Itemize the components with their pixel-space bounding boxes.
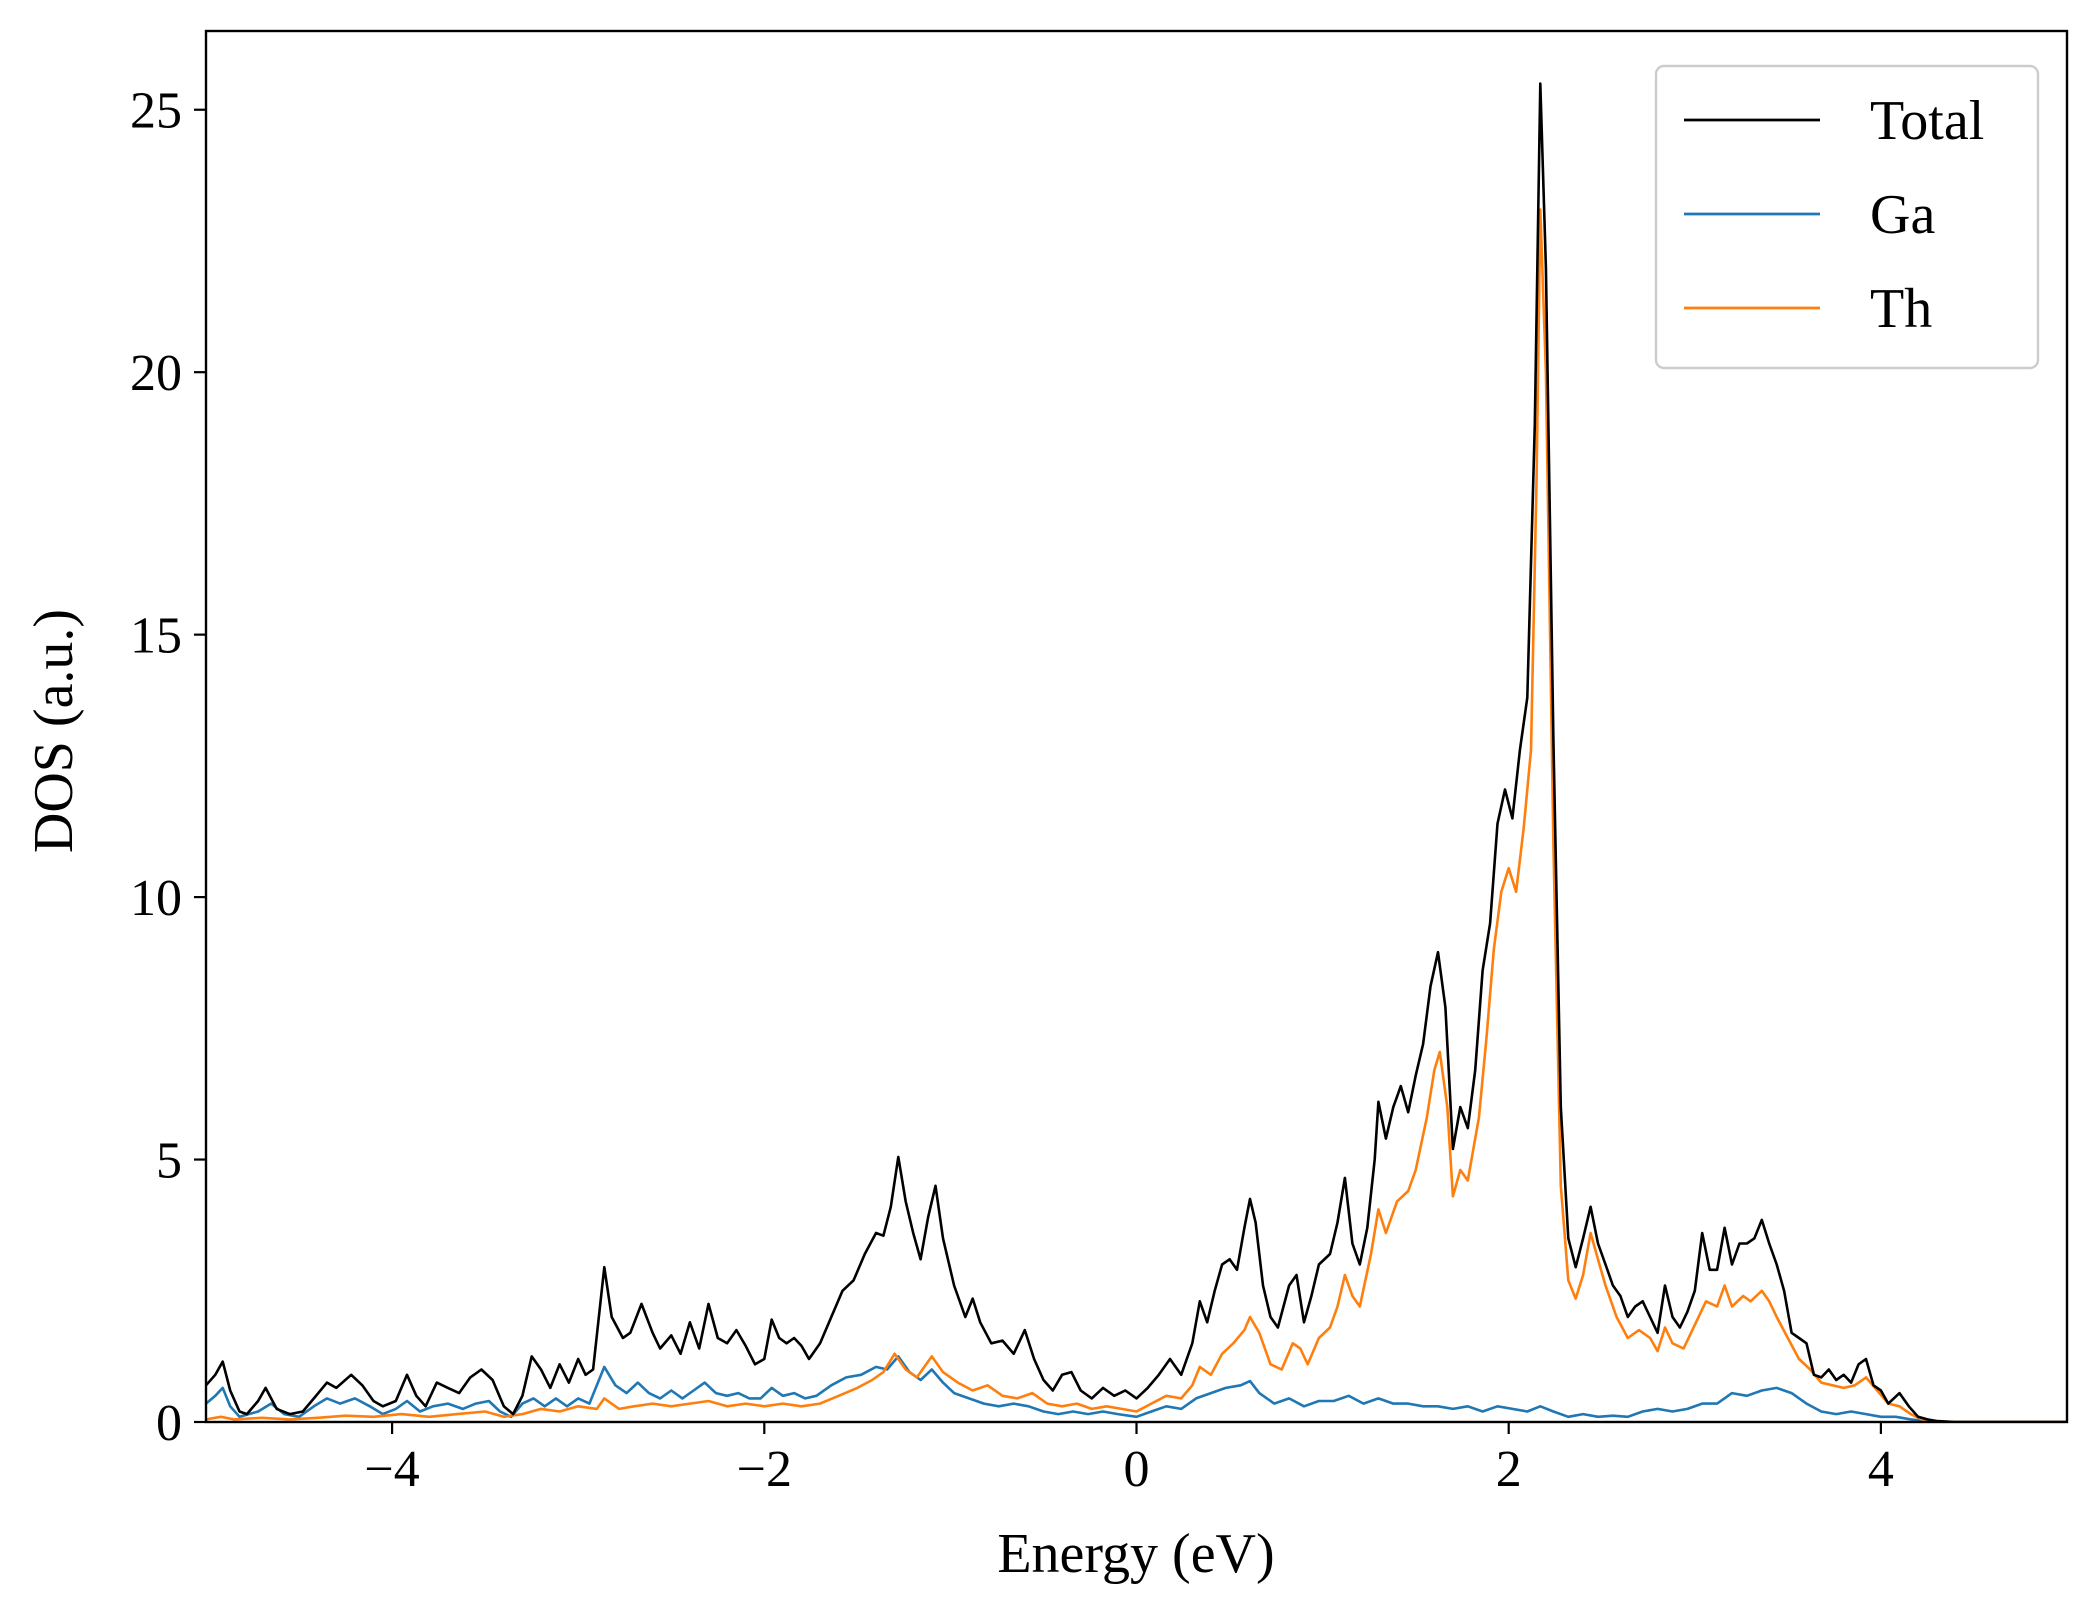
x-tick-label: 2 <box>1496 1441 1522 1498</box>
x-tick-label: −2 <box>737 1441 792 1498</box>
series-line-total <box>206 82 2067 1422</box>
axes-layer: −4 −2 0 2 4 0 5 10 15 20 25 <box>130 29 2069 1498</box>
legend-label-th: Th <box>1870 278 1932 340</box>
legend-box <box>1654 64 2040 370</box>
x-axis-label: Energy (eV) <box>997 1523 1274 1585</box>
x-tick-label: −4 <box>364 1441 419 1498</box>
y-tick-label: 20 <box>130 345 182 402</box>
legend-label-ga: Ga <box>1870 184 1935 246</box>
y-tick-label: 15 <box>130 608 182 665</box>
y-tick-label: 25 <box>130 83 182 140</box>
series-layer <box>206 82 2067 1422</box>
legend-label-total: Total <box>1870 90 1984 152</box>
y-tick-label: 5 <box>156 1133 182 1190</box>
y-tick-label: 0 <box>156 1395 182 1452</box>
series-line-ga <box>206 1355 2067 1422</box>
x-tick-label: 4 <box>1868 1441 1894 1498</box>
x-tick-label: 0 <box>1124 1441 1150 1498</box>
series-line-th <box>206 208 2067 1422</box>
y-axis-label: DOS (a.u.) <box>23 609 85 853</box>
y-tick-label: 10 <box>130 870 182 927</box>
legend: Total Ga Th <box>1654 64 2040 370</box>
